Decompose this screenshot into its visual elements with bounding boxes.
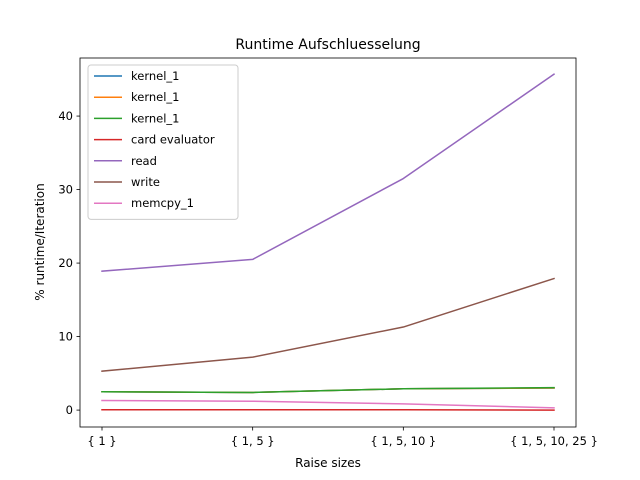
legend-label-5: write	[131, 175, 160, 189]
legend-label-1: kernel_1	[131, 90, 179, 104]
axes-frame	[79, 57, 577, 428]
legend-label-2: kernel_1	[131, 111, 179, 125]
legend-label-3: card evaluator	[131, 133, 215, 147]
series-line-5	[101, 277, 555, 372]
legend-label-6: memcpy_1	[131, 196, 194, 210]
chart-title: Runtime Aufschluesselung	[235, 37, 420, 53]
y-axis-label: % runtime/Iteration	[33, 183, 47, 300]
x-tick-label: { 1, 5, 10, 25 }	[510, 434, 598, 448]
y-tick-label: 10	[58, 330, 73, 344]
legend-label-4: read	[131, 154, 157, 168]
series-line-4	[101, 73, 556, 272]
y-tick-label: 20	[58, 256, 73, 270]
series-layer	[101, 73, 556, 411]
legend-label-0: kernel_1	[131, 69, 179, 83]
x-tick-label: { 1, 5, 10 }	[370, 434, 436, 448]
series-line-6	[101, 399, 555, 409]
x-axis-label: Raise sizes	[295, 456, 361, 470]
series-line-2	[101, 386, 555, 394]
axes: { 1 } { 1, 5 } { 1, 5, 10 } { 1, 5, 10, 25 …	[58, 57, 598, 448]
y-tick-label: 40	[58, 109, 73, 123]
y-tick-label: 30	[58, 183, 73, 197]
legend-box	[87, 64, 239, 220]
y-tick-label: 0	[66, 403, 73, 417]
x-tick-label: { 1 }	[87, 434, 116, 448]
x-tick-label: { 1, 5 }	[231, 434, 275, 448]
